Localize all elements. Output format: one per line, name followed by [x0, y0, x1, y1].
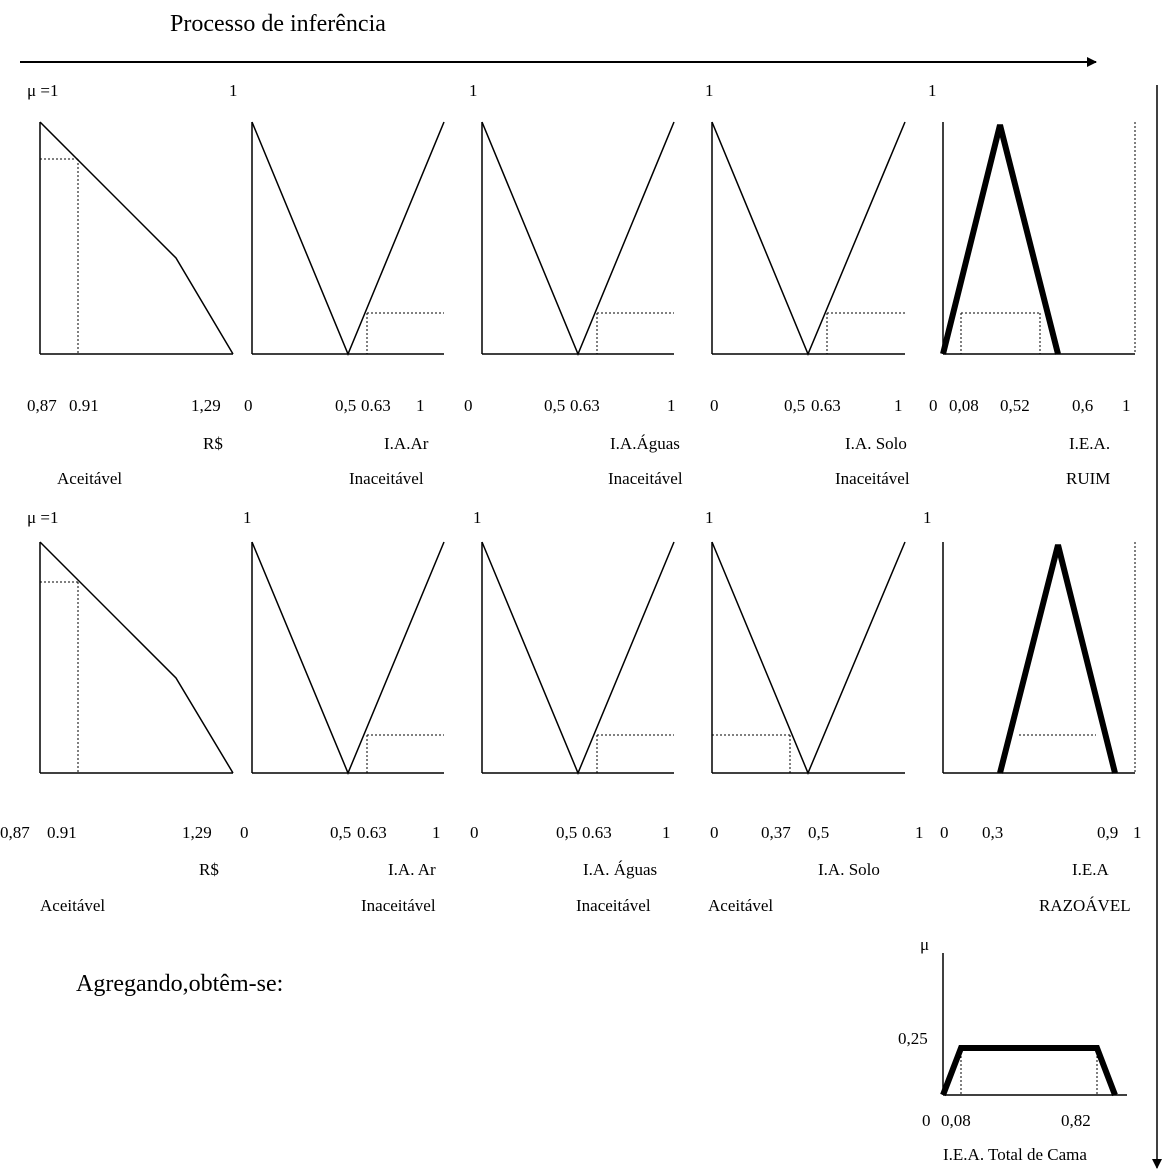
row2-panel1-rs-acceptable	[39, 541, 234, 774]
result-level-label: 0,25	[898, 1029, 928, 1048]
r1-p2-tick: 0	[244, 396, 253, 415]
result-tick: 0,08	[941, 1111, 971, 1130]
r2-p4-tick: 0,5	[808, 823, 830, 842]
r1-p5-tick: 1	[1122, 396, 1131, 415]
r1-p1-tick: 0,87	[27, 396, 57, 415]
r1-p5-tick: 0,52	[1000, 396, 1030, 415]
r2-p1-peak-label: μ =1	[27, 508, 59, 527]
r1-p1-unit: R$	[203, 434, 223, 453]
r2-p3-term: Inaceitável	[576, 896, 651, 915]
r2-p2-unit: I.A. Ar	[388, 860, 436, 879]
r1-p2-tick: 0,5	[335, 396, 357, 415]
result-axis-label: I.E.A. Total de Cama	[943, 1145, 1087, 1164]
r2-p3-tick: 0.63	[582, 823, 612, 842]
r1-p3-tick: 0,5	[544, 396, 566, 415]
aggregated-result-chart	[940, 953, 1127, 1097]
r1-p3-tick: 0.63	[570, 396, 600, 415]
r1-p2-term: Inaceitável	[349, 469, 424, 488]
r2-p5-peak-label: 1	[923, 508, 932, 527]
row2-panel5-iea-razoavel	[942, 542, 1136, 774]
r2-p5-tick: 0,9	[1097, 823, 1119, 842]
r1-p4-unit: I.A. Solo	[845, 434, 907, 453]
r2-p2-tick: 0	[240, 823, 249, 842]
row1-panel1-rs-acceptable	[39, 121, 234, 355]
r1-p4-peak-label: 1	[705, 81, 714, 100]
row2-panel4-iasolo-acceptable	[711, 541, 906, 775]
r2-p3-tick: 0	[470, 823, 479, 842]
result-tick: 0	[922, 1111, 931, 1130]
r2-p3-tick: 0,5	[556, 823, 578, 842]
r2-p1-tick: 1,29	[182, 823, 212, 842]
row2-panel2-iaar-unacceptable	[251, 541, 445, 775]
r1-p3-peak-label: 1	[469, 81, 478, 100]
r2-p5-tick: 1	[1133, 823, 1142, 842]
r2-p2-peak-label: 1	[243, 508, 252, 527]
r1-p3-unit: I.A.Águas	[610, 434, 680, 453]
r2-p1-tick: 0.91	[47, 823, 77, 842]
r1-p1-term: Aceitável	[57, 469, 123, 488]
r1-p5-unit: I.E.A.	[1069, 434, 1111, 453]
r2-p5-unit: I.E.A	[1072, 860, 1109, 879]
r1-p4-tick: 0	[710, 396, 719, 415]
row1-panel2-iaar-unacceptable	[251, 121, 445, 356]
row2-panel3-iaaguas-unacceptable	[481, 541, 675, 775]
r2-p5-term: RAZOÁVEL	[1039, 896, 1131, 915]
row1-panel3-iaaguas-unacceptable	[481, 121, 675, 356]
r1-p4-tick: 0,5	[784, 396, 806, 415]
r1-p1-peak-label: μ =1	[27, 81, 59, 100]
row1-panel5-iea-ruim	[940, 122, 1136, 355]
r1-p2-tick: 1	[416, 396, 425, 415]
r1-p5-tick: 0,08	[949, 396, 979, 415]
r1-p5-tick: 0	[929, 396, 938, 415]
r1-p5-peak-label: 1	[928, 81, 937, 100]
r2-p3-tick: 1	[662, 823, 671, 842]
r2-p2-term: Inaceitável	[361, 896, 436, 915]
row1-panel4-iasolo-unacceptable	[711, 121, 906, 356]
r1-p2-unit: I.A.Ar	[384, 434, 429, 453]
r2-p2-tick: 0,5	[330, 823, 352, 842]
r2-p5-tick: 0,3	[982, 823, 1004, 842]
r2-p3-unit: I.A. Águas	[583, 860, 658, 879]
r1-p1-tick: 0.91	[69, 396, 99, 415]
r1-p4-tick: 1	[894, 396, 903, 415]
r2-p4-peak-label: 1	[705, 508, 714, 527]
r1-p2-peak-label: 1	[229, 81, 238, 100]
r1-p3-tick: 1	[667, 396, 676, 415]
r2-p3-peak-label: 1	[473, 508, 482, 527]
r1-p4-tick: 0.63	[811, 396, 841, 415]
r2-p5-tick: 0	[940, 823, 949, 842]
r2-p2-tick: 0.63	[357, 823, 387, 842]
r2-p4-tick: 1	[915, 823, 924, 842]
diagram-title: Processo de inferência	[170, 11, 386, 37]
r1-p3-term: Inaceitável	[608, 469, 683, 488]
r1-p5-term: RUIM	[1066, 469, 1111, 488]
aggregate-caption: Agregando,obtêm-se:	[76, 971, 284, 997]
result-tick: 0,82	[1061, 1111, 1091, 1130]
r1-p1-tick: 1,29	[191, 396, 221, 415]
r2-p4-tick: 0,37	[761, 823, 791, 842]
result-mu-label: μ	[920, 935, 930, 954]
r1-p3-tick: 0	[464, 396, 473, 415]
r2-p1-tick: 0,87	[0, 823, 30, 842]
r1-p4-term: Inaceitável	[835, 469, 910, 488]
r2-p4-unit: I.A. Solo	[818, 860, 880, 879]
r2-p4-term: Aceitável	[708, 896, 774, 915]
r2-p4-tick: 0	[710, 823, 719, 842]
r2-p2-tick: 1	[432, 823, 441, 842]
r2-p1-unit: R$	[199, 860, 219, 879]
r1-p2-tick: 0.63	[361, 396, 391, 415]
r2-p1-term: Aceitável	[40, 896, 106, 915]
r1-p5-tick: 0,6	[1072, 396, 1094, 415]
